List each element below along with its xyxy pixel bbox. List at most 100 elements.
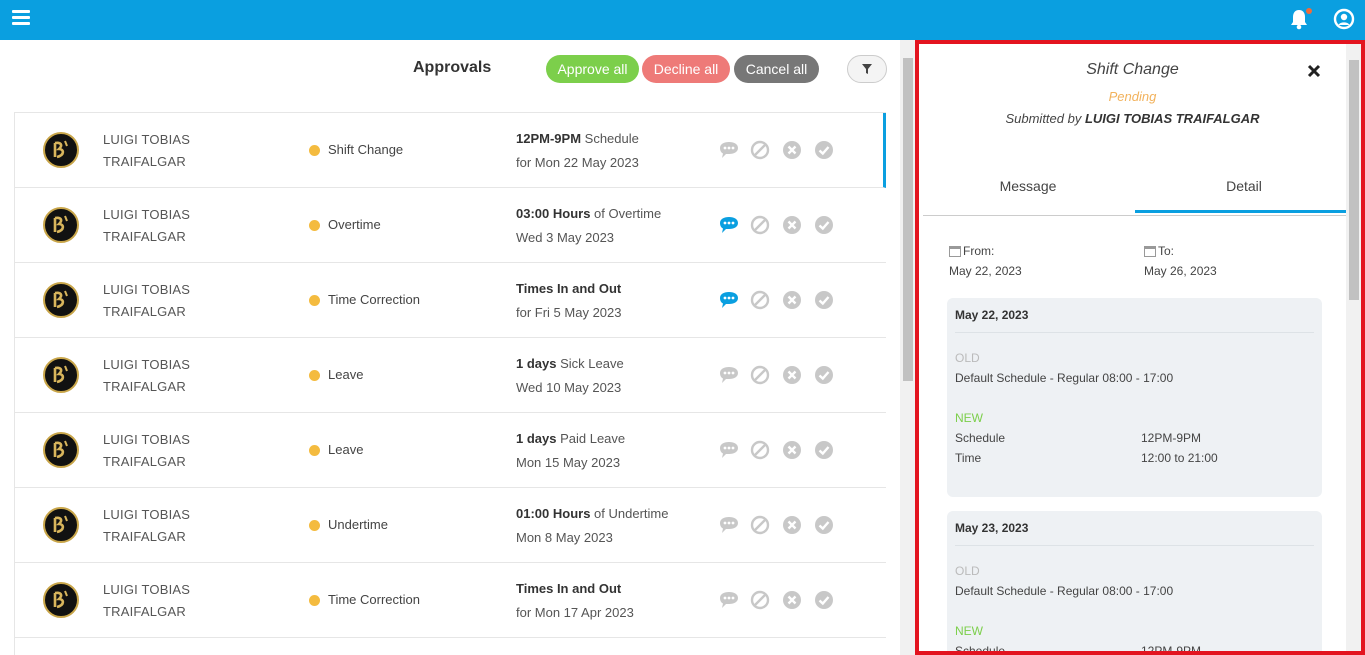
- request-date: Mon 15 May 2023: [516, 455, 621, 470]
- message-icon[interactable]: [718, 365, 738, 385]
- row-actions: [718, 440, 834, 460]
- hamburger-menu-icon[interactable]: [12, 10, 30, 26]
- submitted-name: LUIGI TOBIAS TRAIFALGAR: [1084, 111, 1260, 126]
- old-label: OLD: [955, 564, 980, 578]
- tab-detail[interactable]: Detail: [1226, 178, 1262, 194]
- message-icon[interactable]: [718, 215, 738, 235]
- from-range: From: May 22, 2023: [949, 244, 1022, 278]
- message-icon[interactable]: [718, 515, 738, 535]
- row-actions: [718, 365, 834, 385]
- avatar: [43, 582, 79, 618]
- old-value: Default Schedule - Regular 08:00 - 17:00: [955, 584, 1174, 598]
- request-date: for Fri 5 May 2023: [516, 305, 622, 320]
- schedule-value: 12PM-9PM: [1141, 431, 1202, 445]
- message-icon[interactable]: [718, 590, 738, 610]
- table-row[interactable]: LUIGI TOBIAS TRAIFALGAR Shift Change 12P…: [15, 113, 886, 188]
- avatar: [43, 207, 79, 243]
- tab-message[interactable]: Message: [999, 178, 1057, 194]
- row-actions: [718, 215, 834, 235]
- employee-last-name: TRAIFALGAR: [103, 229, 186, 244]
- avatar: [43, 432, 79, 468]
- user-circle-icon[interactable]: [1333, 8, 1355, 30]
- request-detail-bold: 1 days: [516, 431, 557, 446]
- employee-first-name: LUIGI TOBIAS: [103, 357, 191, 372]
- request-type: Time Correction: [328, 292, 420, 307]
- filter-icon: [862, 64, 872, 74]
- request-detail-rest: Sick Leave: [556, 356, 624, 371]
- request-detail: 12PM-9PM Schedule: [516, 131, 639, 146]
- detail-panel: Shift Change Pending Submitted by LUIGI …: [915, 40, 1365, 655]
- schedule-value: 12PM-9PM: [1141, 644, 1202, 655]
- employee-first-name: LUIGI TOBIAS: [103, 432, 191, 447]
- table-row[interactable]: LUIGI TOBIAS TRAIFALGAR Leave 1 days Sic…: [15, 338, 886, 413]
- day-card: May 23, 2023 OLD Default Schedule - Regu…: [947, 511, 1322, 655]
- approve-all-button[interactable]: Approve all: [546, 55, 639, 83]
- request-detail-bold: 12PM-9PM: [516, 131, 582, 146]
- request-detail: Times In and Out: [516, 281, 621, 296]
- decline-all-button[interactable]: Decline all: [642, 55, 730, 83]
- table-row[interactable]: LUIGI TOBIAS TRAIFALGAR Overtime 03:00 H…: [15, 188, 886, 263]
- request-detail-bold: Times In and Out: [516, 281, 622, 296]
- day-card: May 22, 2023 OLD Default Schedule - Regu…: [947, 298, 1322, 497]
- approve-icon[interactable]: [814, 590, 834, 610]
- submitted-prefix: Submitted by: [1005, 111, 1085, 126]
- to-range: To: May 26, 2023: [1144, 244, 1217, 278]
- cancel-icon[interactable]: [750, 590, 770, 610]
- cancel-icon[interactable]: [750, 365, 770, 385]
- table-row[interactable]: LUIGI TOBIAS TRAIFALGAR Leave 1 days Pai…: [15, 413, 886, 488]
- avatar: [43, 507, 79, 543]
- decline-icon[interactable]: [782, 365, 802, 385]
- active-tab-indicator: [1135, 210, 1350, 213]
- cancel-icon[interactable]: [750, 215, 770, 235]
- row-actions: [718, 290, 834, 310]
- message-icon[interactable]: [718, 290, 738, 310]
- request-type: Leave: [328, 442, 364, 457]
- row-actions: [718, 140, 834, 160]
- list-scrollbar-thumb[interactable]: [903, 58, 913, 381]
- approve-icon[interactable]: [814, 515, 834, 535]
- employee-first-name: LUIGI TOBIAS: [103, 582, 191, 597]
- cancel-icon[interactable]: [750, 515, 770, 535]
- avatar: [43, 357, 79, 393]
- panel-scrollbar-thumb[interactable]: [1349, 60, 1359, 300]
- cancel-icon[interactable]: [750, 140, 770, 160]
- table-row[interactable]: LUIGI TOBIAS TRAIFALGAR Time Correction …: [15, 563, 886, 638]
- calendar-icon: [949, 246, 961, 257]
- status-dot: [309, 520, 320, 531]
- status-dot: [309, 220, 320, 231]
- employee-first-name: LUIGI TOBIAS: [103, 507, 191, 522]
- message-icon[interactable]: [718, 440, 738, 460]
- approve-icon[interactable]: [814, 290, 834, 310]
- request-detail-bold: 1 days: [516, 356, 557, 371]
- message-icon[interactable]: [718, 140, 738, 160]
- request-detail-rest: of Overtime: [590, 206, 662, 221]
- cancel-icon[interactable]: [750, 440, 770, 460]
- table-row[interactable]: LUIGI TOBIAS TRAIFALGAR Undertime 01:00 …: [15, 488, 886, 563]
- from-value: May 22, 2023: [949, 264, 1022, 278]
- request-type: Time Correction: [328, 592, 420, 607]
- schedule-key: Schedule: [955, 644, 1006, 655]
- approvals-list: LUIGI TOBIAS TRAIFALGAR Shift Change 12P…: [14, 112, 886, 655]
- approve-icon[interactable]: [814, 440, 834, 460]
- approve-icon[interactable]: [814, 215, 834, 235]
- employee-last-name: TRAIFALGAR: [103, 454, 186, 469]
- decline-icon[interactable]: [782, 215, 802, 235]
- approve-icon[interactable]: [814, 140, 834, 160]
- status-dot: [309, 595, 320, 606]
- cancel-all-button[interactable]: Cancel all: [734, 55, 819, 83]
- table-row[interactable]: LUIGI TOBIAS TRAIFALGAR Time Correction …: [15, 263, 886, 338]
- cancel-icon[interactable]: [750, 290, 770, 310]
- request-detail-rest: Schedule: [581, 131, 639, 146]
- filter-button[interactable]: [847, 55, 887, 83]
- decline-icon[interactable]: [782, 290, 802, 310]
- request-detail: 01:00 Hours of Undertime: [516, 506, 668, 521]
- employee-last-name: TRAIFALGAR: [103, 154, 186, 169]
- approve-icon[interactable]: [814, 365, 834, 385]
- decline-icon[interactable]: [782, 515, 802, 535]
- panel-title: Shift Change: [1086, 61, 1179, 78]
- decline-icon[interactable]: [782, 440, 802, 460]
- close-icon[interactable]: [1307, 64, 1321, 78]
- decline-icon[interactable]: [782, 590, 802, 610]
- decline-icon[interactable]: [782, 140, 802, 160]
- bell-icon[interactable]: [1289, 8, 1312, 30]
